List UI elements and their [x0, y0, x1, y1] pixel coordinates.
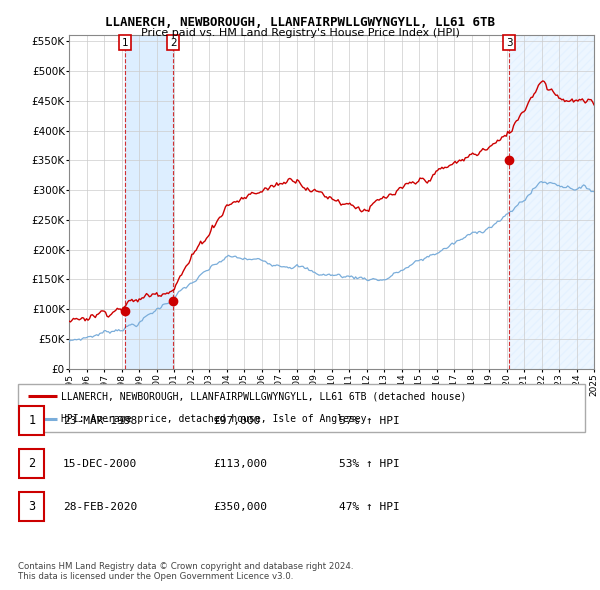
Text: 2: 2	[28, 457, 35, 470]
FancyBboxPatch shape	[19, 450, 44, 478]
Text: This data is licensed under the Open Government Licence v3.0.: This data is licensed under the Open Gov…	[18, 572, 293, 581]
Text: 23-MAR-1998: 23-MAR-1998	[63, 416, 137, 425]
Text: 47% ↑ HPI: 47% ↑ HPI	[339, 502, 400, 512]
Text: HPI: Average price, detached house, Isle of Anglesey: HPI: Average price, detached house, Isle…	[61, 414, 366, 424]
Text: LLANERCH, NEWBOROUGH, LLANFAIRPWLLGWYNGYLL, LL61 6TB: LLANERCH, NEWBOROUGH, LLANFAIRPWLLGWYNGY…	[105, 16, 495, 29]
Text: 1: 1	[122, 38, 128, 48]
Bar	[509, 35, 594, 369]
Text: Contains HM Land Registry data © Crown copyright and database right 2024.: Contains HM Land Registry data © Crown c…	[18, 562, 353, 571]
Text: 28-FEB-2020: 28-FEB-2020	[63, 502, 137, 512]
Text: 2: 2	[170, 38, 176, 48]
Text: £113,000: £113,000	[213, 459, 267, 468]
Text: Price paid vs. HM Land Registry's House Price Index (HPI): Price paid vs. HM Land Registry's House …	[140, 28, 460, 38]
Text: 3: 3	[28, 500, 35, 513]
FancyBboxPatch shape	[18, 384, 585, 432]
Text: 3: 3	[506, 38, 512, 48]
Text: £97,000: £97,000	[213, 416, 260, 425]
Text: 53% ↑ HPI: 53% ↑ HPI	[339, 459, 400, 468]
Bar	[125, 35, 173, 369]
Text: LLANERCH, NEWBOROUGH, LLANFAIRPWLLGWYNGYLL, LL61 6TB (detached house): LLANERCH, NEWBOROUGH, LLANFAIRPWLLGWYNGY…	[61, 391, 466, 401]
FancyBboxPatch shape	[19, 493, 44, 521]
Text: £350,000: £350,000	[213, 502, 267, 512]
Text: 15-DEC-2000: 15-DEC-2000	[63, 459, 137, 468]
FancyBboxPatch shape	[19, 407, 44, 435]
Text: 1: 1	[28, 414, 35, 427]
Text: 57% ↑ HPI: 57% ↑ HPI	[339, 416, 400, 425]
